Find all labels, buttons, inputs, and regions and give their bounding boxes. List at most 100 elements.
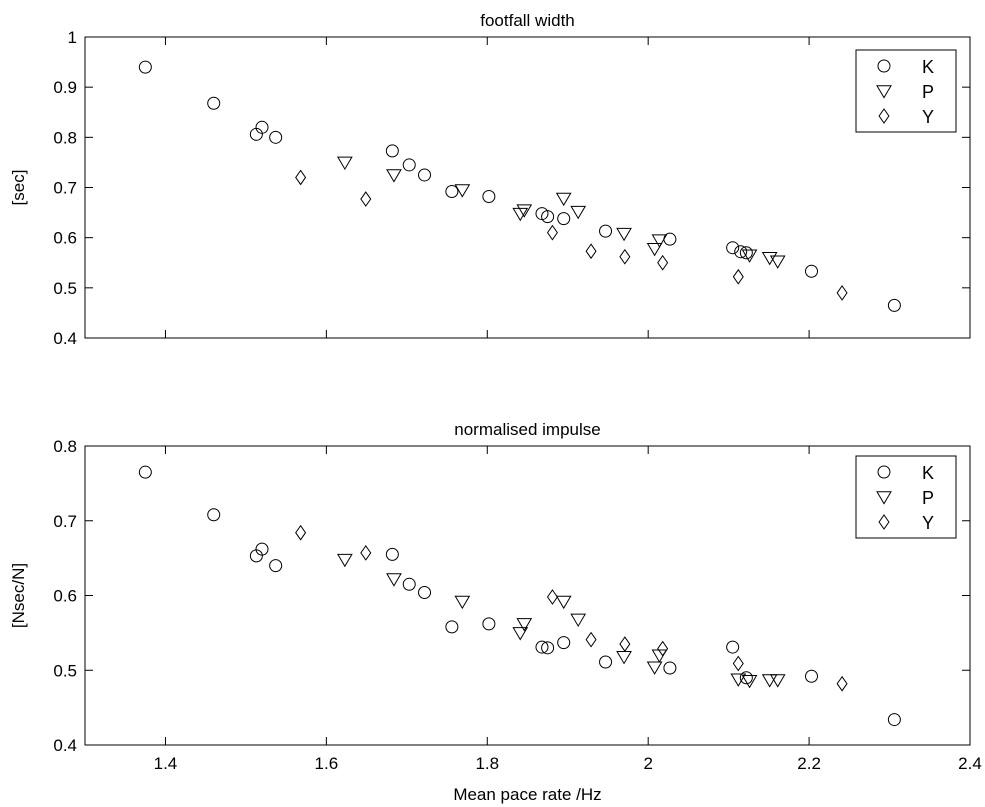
footfall-point-y bbox=[585, 243, 597, 260]
footfall-point-p bbox=[761, 251, 778, 266]
footfall-point-k bbox=[541, 210, 555, 224]
footfall-legend-marker-k bbox=[877, 59, 891, 73]
impulse-point-k bbox=[418, 586, 432, 600]
impulse-point-k bbox=[385, 547, 399, 561]
impulse-point-k bbox=[663, 661, 677, 675]
footfall-point-p bbox=[512, 207, 529, 222]
footfall-point-k bbox=[887, 298, 901, 312]
impulse-ylabel: [Nsec/N] bbox=[9, 563, 28, 628]
impulse-point-k bbox=[207, 508, 221, 522]
impulse-point-p bbox=[386, 573, 402, 587]
footfall-point-p bbox=[555, 192, 572, 207]
impulse-legend: KPY bbox=[855, 455, 957, 539]
impulse-point-p bbox=[516, 618, 533, 632]
impulse-point-k bbox=[599, 655, 613, 669]
impulse-point-k bbox=[482, 617, 496, 631]
impulse-point-y bbox=[360, 545, 372, 561]
footfall-point-k bbox=[255, 120, 269, 134]
impulse-xtick-label: 2 bbox=[643, 754, 652, 773]
footfall-axes-frame bbox=[84, 36, 971, 339]
footfall-ytick-label: 0.4 bbox=[53, 329, 77, 348]
footfall-point-k bbox=[805, 264, 819, 278]
impulse-point-k bbox=[402, 577, 416, 591]
impulse-point-k bbox=[269, 559, 283, 573]
impulse-point-p bbox=[761, 674, 778, 688]
footfall-title: footfall width bbox=[480, 11, 575, 30]
impulse-point-y bbox=[585, 631, 597, 648]
impulse-point-y bbox=[657, 640, 669, 657]
footfall-ytick-label: 0.6 bbox=[53, 229, 77, 248]
footfall-point-y bbox=[295, 169, 307, 186]
impulse-legend-label-y: Y bbox=[922, 513, 934, 533]
footfall-point-k bbox=[402, 158, 416, 172]
footfall-legend-marker-y bbox=[878, 108, 890, 124]
impulse-xtick-label: 1.4 bbox=[154, 754, 178, 773]
impulse-point-k bbox=[255, 542, 269, 556]
impulse-point-k bbox=[535, 640, 549, 654]
impulse-point-y bbox=[295, 524, 307, 541]
normalised-impulse-plot: normalised impulse 0.4 0.5 0.6 0.7 0.8 1.4 1.6 1… bbox=[9, 420, 982, 804]
impulse-ytick-label: 0.4 bbox=[53, 736, 77, 755]
footfall-ytick-label: 0.7 bbox=[53, 179, 77, 198]
footfall-point-y bbox=[836, 284, 848, 301]
impulse-axes-frame bbox=[84, 445, 971, 746]
footfall-point-k bbox=[599, 224, 613, 238]
impulse-ytick-label: 0.7 bbox=[53, 512, 77, 531]
impulse-legend-label-p: P bbox=[922, 488, 934, 508]
footfall-ytick-label: 0.9 bbox=[53, 78, 77, 97]
impulse-xtick-label: 2.2 bbox=[797, 754, 821, 773]
impulse-legend-marker-y bbox=[878, 514, 890, 530]
footfall-point-p bbox=[570, 205, 587, 220]
impulse-legend-box bbox=[855, 455, 957, 539]
footfall-point-p bbox=[646, 242, 663, 257]
impulse-point-p bbox=[730, 673, 747, 687]
impulse-point-k bbox=[445, 620, 459, 634]
impulse-legend-label-k: K bbox=[922, 463, 934, 483]
footfall-point-k bbox=[445, 185, 459, 199]
impulse-point-p bbox=[741, 674, 758, 689]
footfall-point-k bbox=[269, 130, 283, 144]
impulse-xlabel: Mean pace rate /Hz bbox=[453, 785, 601, 804]
impulse-point-p bbox=[454, 595, 471, 610]
footfall-point-k bbox=[482, 190, 496, 204]
footfall-point-k bbox=[207, 96, 221, 110]
impulse-point-y bbox=[546, 589, 558, 605]
footfall-legend-box bbox=[855, 49, 957, 133]
impulse-xtick-label: 1.6 bbox=[315, 754, 339, 773]
impulse-point-k bbox=[138, 465, 152, 479]
impulse-xtick-label: 1.8 bbox=[475, 754, 499, 773]
footfall-legend-marker-p bbox=[876, 85, 892, 99]
footfall-point-y bbox=[619, 248, 631, 265]
impulse-point-y bbox=[619, 636, 631, 652]
footfall-point-y bbox=[546, 224, 558, 241]
footfall-point-y bbox=[657, 254, 669, 271]
footfall-legend: KPY bbox=[855, 49, 957, 133]
footfall-ytick-label: 1 bbox=[68, 28, 77, 47]
footfall-legend-label-p: P bbox=[922, 82, 934, 102]
impulse-point-k bbox=[887, 713, 901, 727]
impulse-point-k bbox=[739, 671, 753, 685]
impulse-ytick-label: 0.5 bbox=[53, 661, 77, 680]
impulse-point-p bbox=[512, 627, 529, 641]
footfall-ylabel: [sec] bbox=[9, 170, 28, 206]
footfall-point-k bbox=[726, 241, 740, 255]
impulse-point-k bbox=[541, 641, 555, 655]
footfall-point-p bbox=[769, 255, 786, 269]
impulse-point-p bbox=[769, 674, 786, 688]
impulse-point-p bbox=[555, 595, 572, 610]
footfall-legend-label-y: Y bbox=[922, 107, 934, 127]
footfall-point-k bbox=[557, 212, 571, 226]
impulse-ytick-label: 0.8 bbox=[53, 437, 77, 456]
footfall-point-k bbox=[385, 144, 399, 158]
impulse-point-p bbox=[616, 651, 632, 665]
impulse-legend-marker-k bbox=[877, 465, 891, 479]
footfall-point-k bbox=[734, 245, 748, 259]
footfall-ytick-label: 0.5 bbox=[53, 279, 77, 298]
footfall-legend-label-k: K bbox=[922, 57, 934, 77]
footfall-point-y bbox=[360, 191, 372, 207]
impulse-point-k bbox=[726, 640, 740, 654]
impulse-point-k bbox=[805, 669, 819, 683]
footfall-point-k bbox=[138, 60, 152, 74]
impulse-xtick-label: 2.4 bbox=[958, 754, 982, 773]
impulse-point-p bbox=[336, 553, 353, 568]
